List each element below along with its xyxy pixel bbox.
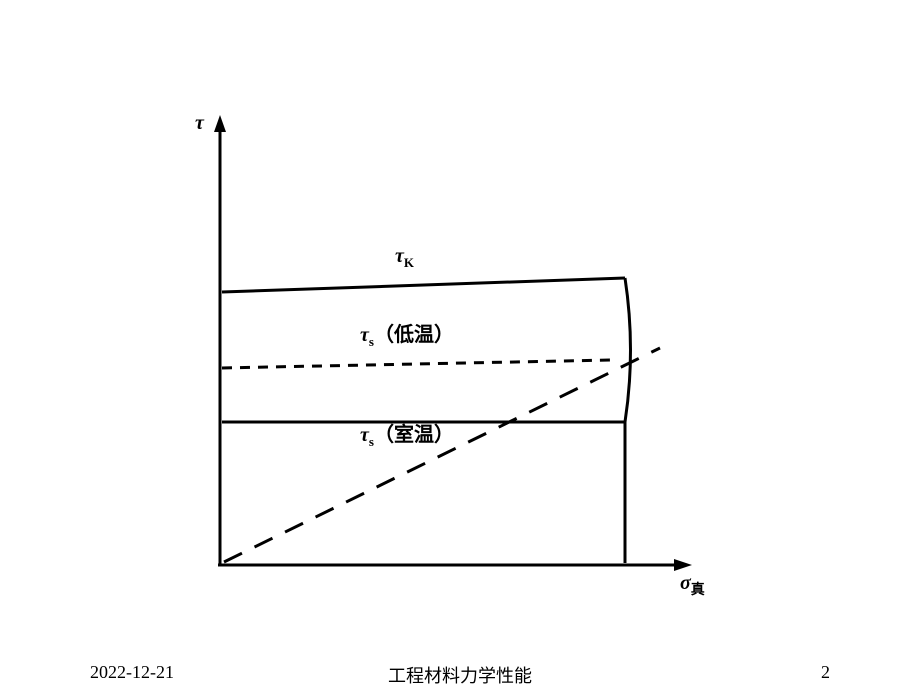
- right-wall-upper: [625, 278, 631, 422]
- tau-s-room-label: τs（室温）: [360, 418, 454, 450]
- y-axis-label: τ: [195, 112, 204, 135]
- diagonal-line: [224, 348, 660, 562]
- x-axis-arrow: [674, 559, 692, 571]
- tau-s-low-line: [222, 360, 610, 368]
- tau-k-line: [222, 278, 625, 292]
- x-axis-label: σ真: [680, 572, 705, 599]
- footer-title: 工程材料力学性能: [0, 662, 920, 688]
- tau-k-label: τK: [395, 245, 414, 271]
- footer-page: 2: [821, 662, 830, 683]
- tau-s-low-label: τs（低温）: [360, 318, 454, 350]
- diagram-svg: [0, 0, 920, 690]
- y-axis-arrow: [214, 115, 226, 132]
